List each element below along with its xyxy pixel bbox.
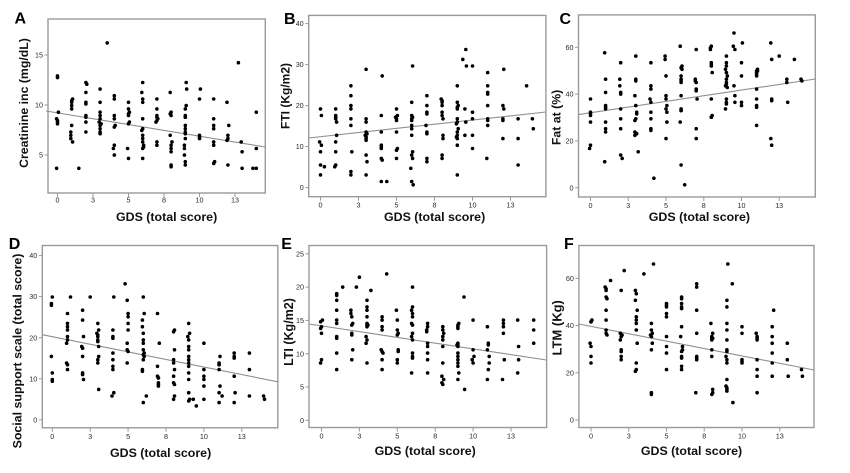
svg-text:10: 10 [296, 142, 304, 151]
svg-text:0: 0 [33, 415, 37, 424]
svg-text:15: 15 [296, 316, 304, 325]
svg-text:3: 3 [627, 432, 631, 441]
svg-text:13: 13 [238, 432, 246, 441]
svg-text:10: 10 [738, 432, 746, 441]
svg-text:FTI (Kg/m2): FTI (Kg/m2) [279, 63, 293, 129]
svg-text:10: 10 [469, 201, 477, 210]
svg-text:10: 10 [29, 374, 37, 383]
svg-text:GDS (total score): GDS (total score) [116, 210, 217, 224]
svg-text:0: 0 [320, 432, 324, 441]
svg-text:10: 10 [35, 101, 43, 110]
svg-text:8: 8 [162, 196, 166, 205]
svg-text:8: 8 [702, 201, 706, 210]
svg-text:60: 60 [566, 274, 574, 283]
svg-text:5: 5 [300, 383, 304, 392]
svg-text:40: 40 [296, 19, 304, 28]
svg-text:30: 30 [29, 292, 37, 301]
svg-text:10: 10 [296, 349, 304, 358]
svg-text:40: 40 [566, 321, 574, 330]
svg-text:GDS (total score): GDS (total score) [649, 210, 750, 224]
svg-text:0: 0 [50, 432, 54, 441]
svg-text:5: 5 [39, 151, 43, 160]
svg-text:40: 40 [29, 251, 37, 260]
svg-text:20: 20 [566, 137, 574, 146]
svg-text:Creatinine inc (mg/dL): Creatinine inc (mg/dL) [17, 38, 31, 168]
svg-text:25: 25 [296, 249, 304, 258]
svg-text:5: 5 [126, 432, 130, 441]
svg-text:5: 5 [395, 201, 399, 210]
svg-text:GDS (total score): GDS (total score) [384, 210, 485, 224]
svg-text:10: 10 [200, 432, 208, 441]
svg-text:20: 20 [296, 283, 304, 292]
svg-text:0: 0 [589, 201, 593, 210]
svg-text:F: F [564, 236, 574, 253]
svg-text:10: 10 [738, 201, 746, 210]
svg-text:D: D [9, 236, 21, 253]
svg-text:13: 13 [775, 201, 783, 210]
svg-text:5: 5 [665, 432, 669, 441]
svg-text:30: 30 [296, 60, 304, 69]
svg-text:GDS (total score): GDS (total score) [375, 444, 476, 458]
svg-text:13: 13 [776, 432, 784, 441]
svg-text:0: 0 [300, 416, 304, 425]
svg-text:0: 0 [589, 432, 593, 441]
svg-text:GDS (total score): GDS (total score) [641, 444, 742, 458]
svg-text:5: 5 [664, 201, 668, 210]
svg-text:20: 20 [566, 368, 574, 377]
svg-text:E: E [281, 236, 292, 253]
svg-text:3: 3 [88, 432, 92, 441]
svg-text:15: 15 [35, 51, 43, 60]
svg-text:8: 8 [702, 432, 706, 441]
svg-text:A: A [15, 11, 27, 28]
svg-text:LTM (Kg): LTM (Kg) [550, 300, 565, 355]
svg-text:0: 0 [570, 416, 574, 425]
svg-text:5: 5 [127, 196, 131, 205]
svg-text:3: 3 [91, 196, 95, 205]
svg-text:0: 0 [319, 201, 323, 210]
svg-text:0: 0 [570, 183, 574, 192]
svg-text:3: 3 [357, 201, 361, 210]
svg-text:8: 8 [164, 432, 168, 441]
svg-text:8: 8 [433, 432, 437, 441]
svg-text:GDS (total score): GDS (total score) [110, 446, 211, 460]
svg-text:3: 3 [357, 432, 361, 441]
svg-text:40: 40 [566, 90, 574, 99]
svg-text:C: C [560, 11, 572, 28]
svg-text:13: 13 [507, 432, 515, 441]
svg-text:20: 20 [296, 101, 304, 110]
svg-text:60: 60 [566, 43, 574, 52]
svg-text:Social support scale (total sc: Social support scale (total score) [10, 254, 24, 449]
svg-text:13: 13 [507, 201, 515, 210]
svg-text:13: 13 [231, 196, 239, 205]
svg-text:10: 10 [469, 432, 477, 441]
svg-text:8: 8 [433, 201, 437, 210]
svg-text:0: 0 [300, 183, 304, 192]
svg-text:10: 10 [196, 196, 204, 205]
svg-text:B: B [284, 11, 296, 28]
svg-text:LTI (Kg/m2): LTI (Kg/m2) [282, 298, 296, 366]
svg-text:Fat at (%): Fat at (%) [549, 90, 563, 145]
svg-text:0: 0 [56, 196, 60, 205]
svg-text:5: 5 [395, 432, 399, 441]
svg-text:3: 3 [626, 201, 630, 210]
svg-text:20: 20 [29, 333, 37, 342]
